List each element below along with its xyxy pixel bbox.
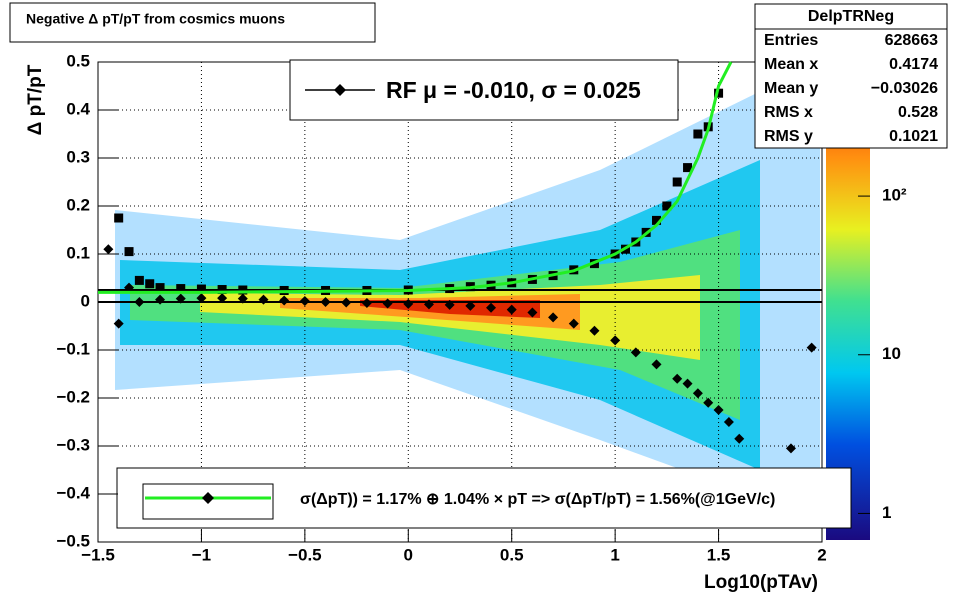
mean-point (382, 298, 393, 309)
stats-label: Entries (764, 32, 818, 49)
mean-point (527, 307, 538, 318)
stats-value: −0.03026 (871, 80, 938, 97)
y-tick-label: −0.2 (56, 387, 90, 406)
stats-label: RMS y (764, 128, 813, 145)
sigma-point (683, 163, 693, 173)
mean-point (444, 299, 455, 310)
x-tick-label: 2 (817, 545, 826, 564)
mean-point (196, 293, 207, 304)
mean-point (124, 282, 135, 293)
mean-point (486, 302, 497, 313)
x-axis-label: Log10(pTAv) (704, 572, 818, 593)
mean-point (175, 293, 186, 304)
stats-label: Mean x (764, 56, 818, 73)
sigma-point (114, 213, 124, 223)
mean-point (723, 417, 734, 427)
y-tick-label: −0.5 (56, 531, 90, 550)
y-tick-label: −0.4 (56, 483, 90, 502)
sigma-point (238, 285, 248, 295)
sigma-point (714, 88, 724, 98)
x-tick-label: 1.5 (707, 545, 731, 564)
x-tick-label: −0.5 (288, 545, 322, 564)
legend-label: σ(ΔpT)) = 1.17% ⊕ 1.04% × pT => σ(ΔpT/pT… (300, 491, 775, 508)
mean-point (806, 342, 817, 353)
mean-point (237, 293, 248, 304)
mean-point (423, 299, 434, 310)
stats-value: 0.528 (898, 104, 938, 121)
stats-box (754, 3, 948, 149)
sigma-point (145, 279, 155, 289)
stats-value: 0.4174 (889, 56, 938, 73)
y-tick-label: 0.5 (66, 51, 90, 70)
mean-point (403, 298, 414, 309)
mean-point (320, 297, 331, 307)
sigma-point (134, 275, 144, 285)
stats-title: DelpTRNeg (808, 8, 894, 25)
sigma-point (196, 284, 206, 294)
sigma-point (672, 177, 682, 187)
mean-point (692, 388, 703, 399)
mean-point (682, 378, 693, 389)
legend-marker (334, 84, 346, 96)
mean-point (672, 373, 683, 384)
sigma-point (176, 284, 186, 294)
y-tick-label: 0 (81, 291, 90, 310)
title-box (9, 2, 376, 43)
x-tick-label: −1 (192, 545, 211, 564)
y-axis-label: Δ pT/pT (25, 64, 46, 135)
sigma-point (217, 285, 227, 295)
mean-point (134, 297, 145, 307)
mean-point (548, 312, 559, 323)
x-tick-label: 0.5 (500, 545, 524, 564)
chart-title: Negative Δ pT/pT from cosmics muons (26, 11, 285, 27)
mean-point (785, 443, 796, 454)
mean-point (217, 293, 228, 304)
x-tick-label: 1 (610, 545, 619, 564)
mean-point (103, 244, 114, 255)
stats-value: 0.1021 (889, 128, 938, 145)
mean-point (361, 297, 372, 308)
mean-point (703, 397, 714, 408)
x-tick-label: −1.5 (81, 545, 115, 564)
sigma-point (155, 283, 165, 293)
y-tick-label: −0.3 (56, 435, 90, 454)
y-tick-label: 0.4 (66, 99, 90, 118)
y-tick-label: 0.1 (66, 243, 90, 262)
mean-point (299, 296, 310, 307)
sigma-point (652, 215, 662, 225)
mean-point (506, 304, 517, 315)
y-tick-label: 0.3 (66, 147, 90, 166)
mean-point (155, 294, 166, 305)
sigma-point (124, 247, 134, 257)
mean-point (279, 295, 290, 306)
sigma-point (693, 129, 703, 139)
y-tick-label: −0.1 (56, 339, 90, 358)
mean-point (341, 297, 352, 308)
mean-point (113, 318, 124, 329)
mean-point (610, 335, 621, 346)
x-tick-label: 0 (404, 545, 413, 564)
mean-point (651, 359, 662, 370)
mean-point (734, 433, 745, 444)
stats-label: Mean y (764, 80, 818, 97)
mean-point (465, 300, 476, 311)
mean-point (568, 318, 579, 329)
mean-point (630, 347, 641, 358)
colorbar-label: 10 (882, 344, 901, 363)
stats-label: RMS x (764, 104, 813, 121)
fit-line (98, 61, 733, 294)
legend-label: RF μ = -0.010, σ = 0.025 (386, 77, 641, 103)
stats-value: 628663 (885, 32, 938, 49)
sigma-point (662, 201, 672, 211)
colorbar-label: 10² (882, 186, 907, 205)
mean-point (713, 405, 724, 415)
y-tick-label: 0.2 (66, 195, 90, 214)
mean-point (258, 294, 269, 305)
mean-point (589, 325, 600, 336)
colorbar-label: 1 (882, 503, 891, 522)
legend-marker (202, 492, 214, 504)
